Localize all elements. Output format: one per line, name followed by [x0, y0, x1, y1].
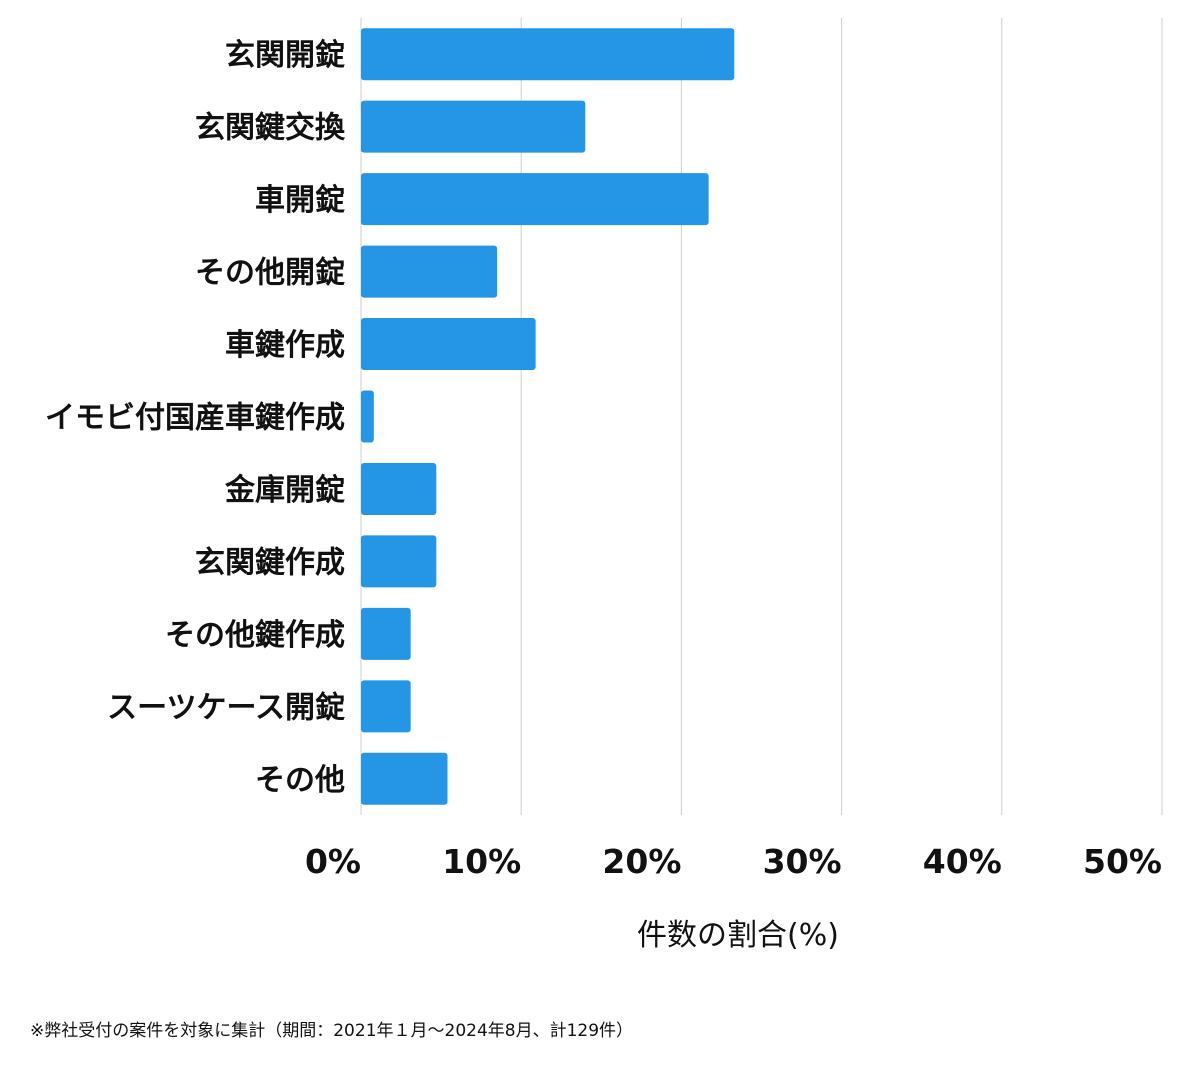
bar	[361, 535, 437, 588]
category-label: イモビ付国産車鍵作成	[45, 401, 345, 436]
category-labels: 玄関開錠玄関鍵交換車開錠その他開錠車鍵作成イモビ付国産車鍵作成金庫開錠玄関鍵作成…	[45, 38, 346, 798]
bar	[361, 100, 586, 153]
category-label: その他開錠	[195, 256, 345, 291]
category-label: 玄関鍵作成	[195, 545, 345, 580]
bar	[361, 318, 536, 371]
bar	[361, 680, 411, 733]
category-label: その他	[255, 763, 345, 798]
bar-chart: 玄関開錠玄関鍵交換車開錠その他開錠車鍵作成イモビ付国産車鍵作成金庫開錠玄関鍵作成…	[45, 18, 1163, 953]
x-tick-label: 30%	[763, 842, 842, 881]
bar	[361, 28, 735, 81]
x-axis-title: 件数の割合(%)	[637, 918, 839, 953]
category-label: スーツケース開錠	[107, 690, 345, 725]
bar	[361, 390, 374, 443]
bar	[361, 462, 437, 515]
bar	[361, 245, 498, 298]
category-label: 車鍵作成	[225, 328, 345, 363]
x-tick-label: 50%	[1083, 842, 1162, 881]
category-label: 金庫開錠	[224, 473, 345, 508]
footnote: ※弊社受付の案件を対象に集計（期間：2021年１月〜2024年8月、計129件）	[30, 1021, 634, 1041]
x-tick-labels: 0% 10% 20% 30% 40% 50%	[305, 842, 1162, 881]
bar	[361, 173, 709, 226]
category-label: 玄関開錠	[225, 38, 345, 73]
category-label: 玄関鍵交換	[195, 111, 346, 146]
x-tick-label: 10%	[442, 842, 521, 881]
x-tick-label: 0%	[305, 842, 361, 881]
x-tick-label: 20%	[602, 842, 681, 881]
bar	[361, 752, 448, 805]
bar	[361, 607, 411, 660]
bars	[361, 28, 735, 805]
category-label: 車開錠	[255, 183, 345, 218]
x-tick-label: 40%	[923, 842, 1002, 881]
category-label: その他鍵作成	[165, 618, 345, 653]
